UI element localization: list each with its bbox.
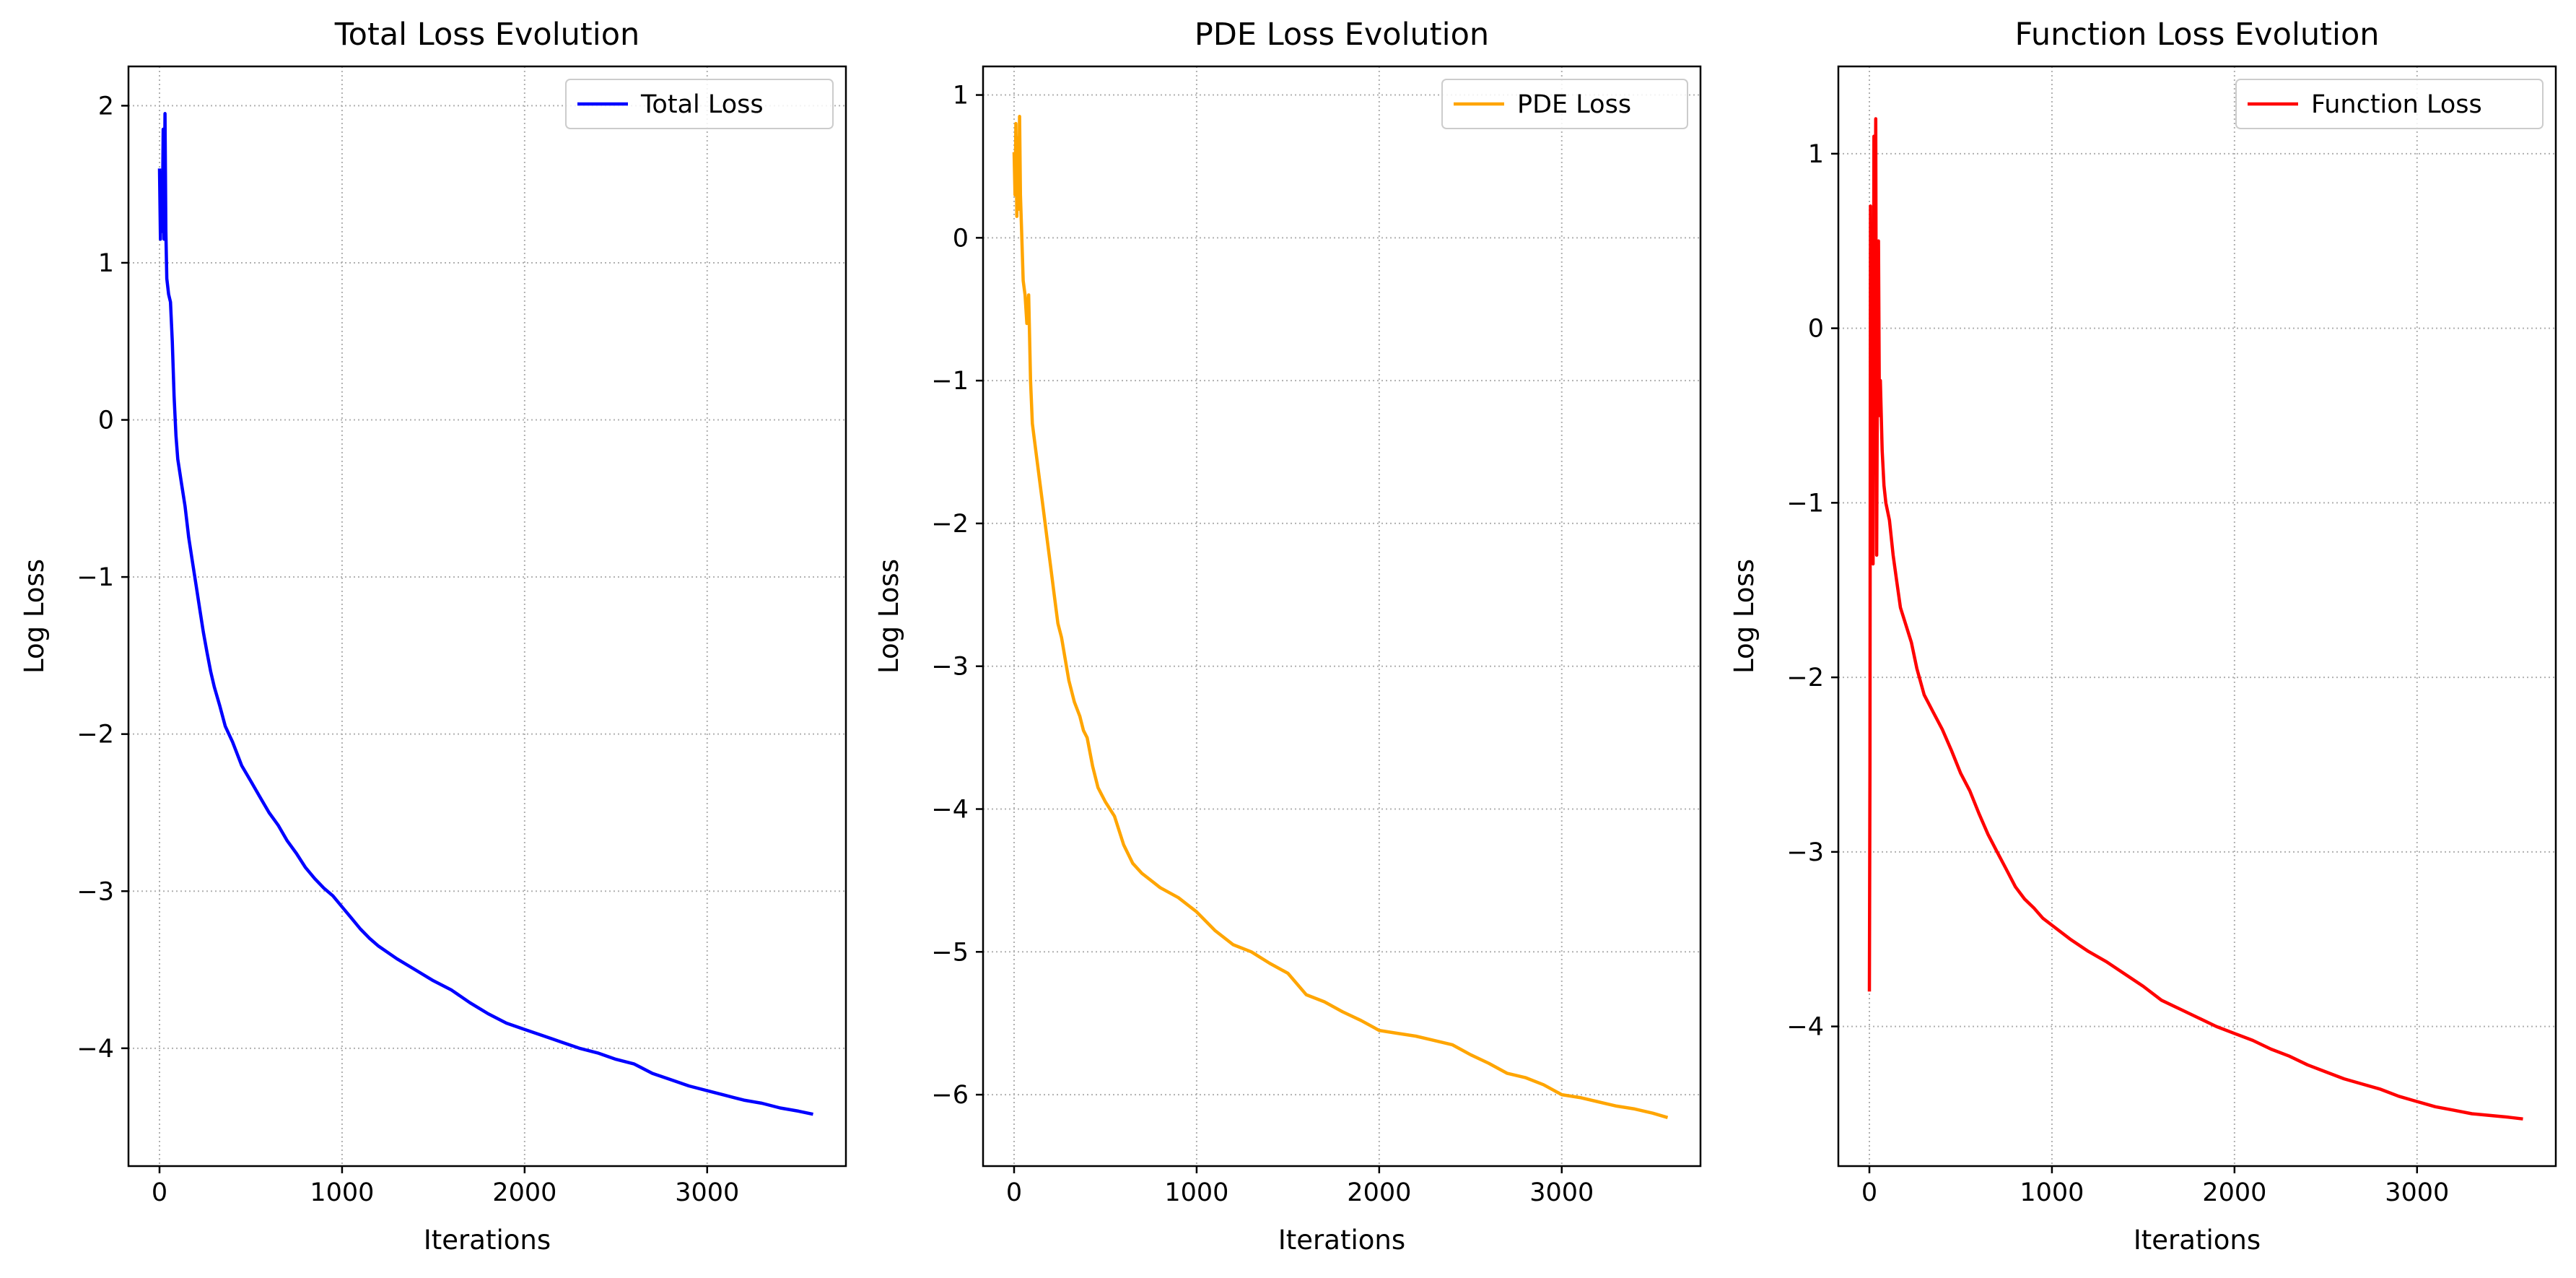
legend-label: PDE Loss (1517, 90, 1631, 119)
series-line-pde-loss (1012, 114, 1669, 1119)
x-tick-label: 1000 (1164, 1178, 1228, 1207)
axes-frame (127, 65, 847, 1168)
x-tick-label: 1000 (310, 1178, 374, 1207)
y-tick-label: −1 (1786, 489, 1824, 518)
y-tick-label: −2 (77, 721, 114, 749)
x-tick-label: 2000 (1347, 1178, 1411, 1207)
y-tick-label: 1 (1808, 140, 1824, 169)
x-tick-label: 3000 (1529, 1178, 1594, 1207)
axes-frame (982, 65, 1702, 1168)
legend: Function Loss (2235, 79, 2544, 129)
x-tick-label: 3000 (675, 1178, 739, 1207)
y-axis-label: Log Loss (19, 559, 50, 674)
x-axis-label: Iterations (424, 1225, 551, 1256)
legend: Total Loss (565, 79, 834, 129)
x-tick-label: 1000 (2020, 1178, 2084, 1207)
x-axis-label: Iterations (1278, 1225, 1405, 1256)
x-tick-label: 0 (152, 1178, 167, 1207)
legend: PDE Loss (1441, 79, 1688, 129)
y-tick-label: −4 (77, 1035, 114, 1064)
series-line-total-loss (157, 112, 813, 1116)
y-axis-label: Log Loss (1729, 559, 1760, 674)
y-tick-label: −4 (1786, 1013, 1824, 1042)
chart-panel-3: 0 1000 2000 3000 −4 −3 −2 −1 0 1 Function Loss Evo… (1729, 17, 2557, 1256)
x-tick-label: 0 (1861, 1178, 1877, 1207)
legend-box (565, 79, 834, 129)
series-line-function-loss (1867, 117, 2523, 1121)
y-tick-label: −6 (931, 1081, 969, 1110)
y-tick-label: 2 (98, 92, 114, 121)
chart-panel-2: 0 1000 2000 3000 −6 −5 −4 −3 −2 −1 0 1 PDE Loss Evol… (873, 17, 1702, 1256)
y-tick-label: 1 (98, 249, 114, 278)
y-tick-label: −1 (77, 563, 114, 592)
y-tick-label: 0 (98, 407, 114, 435)
y-tick-label: 1 (953, 82, 969, 110)
legend-label: Function Loss (2311, 90, 2482, 119)
y-tick-label: −2 (1786, 664, 1824, 692)
y-tick-label: −5 (931, 938, 969, 967)
x-axis-label: Iterations (2134, 1225, 2261, 1256)
y-tick-label: −2 (931, 510, 969, 539)
chart-title: PDE Loss Evolution (1195, 17, 1489, 53)
chart-panel-1: 0 1000 2000 3000 −4 −3 −2 −1 0 1 2 Total Loss Evolu… (19, 17, 847, 1256)
x-tick-label: 2000 (492, 1178, 556, 1207)
y-tick-label: −3 (77, 877, 114, 906)
y-axis-label: Log Loss (873, 559, 904, 674)
y-tick-label: −1 (931, 367, 969, 396)
x-tick-label: 0 (1006, 1178, 1022, 1207)
y-tick-label: −3 (931, 653, 969, 682)
y-tick-label: 0 (1808, 315, 1824, 344)
legend-box (1441, 79, 1688, 129)
axes-frame (1837, 65, 2557, 1168)
legend-label: Total Loss (640, 90, 764, 119)
chart-title: Total Loss Evolution (334, 17, 640, 53)
legend-box (2235, 79, 2544, 129)
y-tick-label: −3 (1786, 838, 1824, 867)
x-tick-label: 2000 (2202, 1178, 2266, 1207)
chart-title: Function Loss Evolution (2014, 17, 2379, 53)
y-tick-label: −4 (931, 796, 969, 825)
y-tick-label: 0 (953, 224, 969, 253)
x-tick-label: 3000 (2385, 1178, 2449, 1207)
